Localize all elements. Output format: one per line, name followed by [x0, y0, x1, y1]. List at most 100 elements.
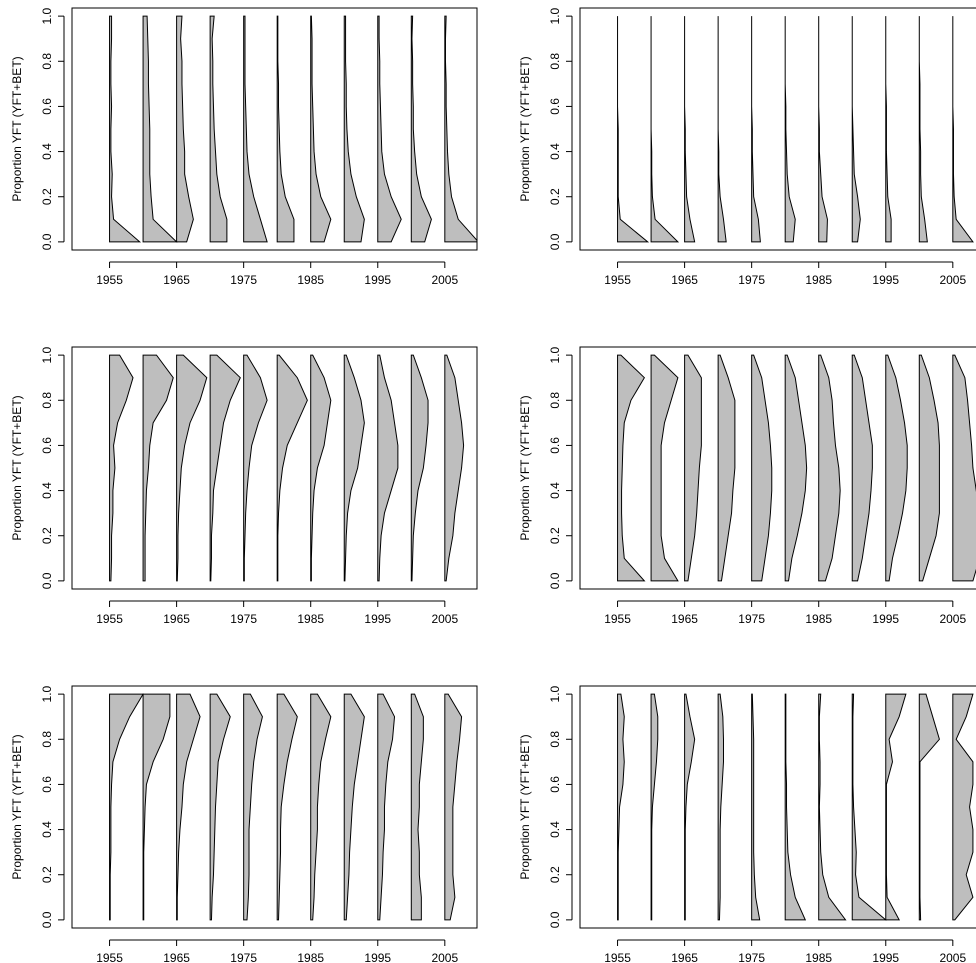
- y-tick-label: 0.8: [40, 392, 54, 409]
- plot-frame: [71, 685, 478, 929]
- y-tick-label: 0.2: [548, 527, 562, 544]
- y-tick-label: 1.0: [548, 346, 562, 363]
- density-shape: [784, 354, 808, 582]
- density-shape: [650, 16, 680, 243]
- x-tick-label: 1985: [297, 273, 324, 287]
- density-shape: [851, 16, 861, 243]
- x-tick-label: 1975: [738, 273, 765, 287]
- x-tick-label: 1965: [163, 951, 190, 963]
- density-shape: [410, 354, 429, 582]
- density-shape: [176, 354, 208, 582]
- density-shape: [818, 693, 847, 921]
- density-shape: [617, 16, 650, 243]
- x-tick-label: 2005: [939, 273, 966, 287]
- x-tick-label: 1985: [297, 951, 324, 963]
- x-tick-label: 1985: [805, 612, 832, 626]
- y-tick-label: 0.0: [548, 911, 562, 928]
- density-shape: [751, 16, 761, 243]
- x-tick-label: 1995: [872, 951, 899, 963]
- density-shape: [851, 354, 873, 582]
- y-tick-label: 0.0: [40, 911, 54, 928]
- plot-area: [617, 16, 974, 243]
- density-shape: [784, 693, 807, 921]
- x-tick-label: 2005: [431, 612, 458, 626]
- y-tick-label: 0.0: [40, 233, 54, 250]
- panel: 0.0 0.2 0.4 0.6 0.8 1.0 Proportion YFT (YFT+BE…: [10, 7, 478, 287]
- density-shape: [885, 354, 908, 582]
- density-shape: [310, 693, 332, 921]
- density-shape: [444, 15, 477, 243]
- density-shape: [444, 693, 463, 921]
- y-tick-label: 0.4: [548, 821, 562, 838]
- plot-area: [109, 354, 465, 582]
- density-shape: [717, 354, 736, 582]
- density-shape: [918, 16, 928, 243]
- density-shape: [952, 693, 974, 921]
- density-shape: [243, 15, 268, 243]
- plot-area: [109, 15, 477, 243]
- density-shape: [918, 354, 940, 582]
- x-tick-label: 1975: [738, 612, 765, 626]
- density-shape: [784, 16, 796, 243]
- density-shape: [310, 354, 332, 582]
- y-axis-label: Proportion YFT (YFT+BET): [518, 734, 532, 879]
- y-tick-label: 0.4: [40, 143, 54, 160]
- y-tick-label: 0.2: [548, 188, 562, 205]
- density-shape: [818, 16, 828, 243]
- density-shape: [243, 693, 263, 921]
- y-tick-label: 1.0: [548, 7, 562, 24]
- y-tick-label: 0.4: [548, 482, 562, 499]
- y-tick-label: 0.8: [40, 731, 54, 748]
- plot-area: [617, 693, 974, 921]
- plot-area: [617, 354, 976, 582]
- y-tick-label: 1.0: [548, 685, 562, 702]
- y-tick-label: 0.8: [548, 731, 562, 748]
- density-shape: [717, 693, 724, 921]
- y-tick-label: 0.8: [40, 53, 54, 70]
- x-tick-label: 1955: [604, 273, 631, 287]
- plot-frame: [579, 346, 976, 590]
- density-shape: [918, 693, 940, 921]
- x-tick-label: 1975: [230, 951, 257, 963]
- x-tick-label: 1975: [738, 951, 765, 963]
- density-shape: [818, 354, 841, 582]
- y-tick-label: 0.6: [40, 776, 54, 793]
- x-tick-label: 1995: [364, 612, 391, 626]
- x-tick-label: 1955: [96, 612, 123, 626]
- x-tick-label: 1955: [604, 951, 631, 963]
- panel: 0.0 0.2 0.4 0.6 0.8 1.0 Proportion YFT (YFT+BE…: [518, 346, 976, 626]
- density-shape: [343, 15, 365, 243]
- y-tick-label: 0.2: [40, 527, 54, 544]
- plot-frame: [579, 7, 976, 251]
- density-shape: [851, 693, 888, 921]
- density-shape: [684, 354, 702, 582]
- density-shape: [109, 693, 144, 921]
- x-tick-label: 2005: [431, 273, 458, 287]
- density-shape: [617, 354, 646, 582]
- y-tick-label: 0.2: [40, 866, 54, 883]
- density-shape: [952, 354, 976, 582]
- y-axis-label: Proportion YFT (YFT+BET): [10, 395, 24, 540]
- density-shape: [209, 693, 231, 921]
- x-tick-label: 1965: [671, 273, 698, 287]
- density-shape: [684, 16, 696, 243]
- y-tick-label: 0.0: [548, 233, 562, 250]
- x-tick-label: 1965: [163, 273, 190, 287]
- density-shape: [142, 354, 174, 582]
- y-tick-label: 0.6: [548, 98, 562, 115]
- density-shape: [209, 15, 228, 243]
- density-shape: [751, 693, 761, 921]
- density-shape: [410, 15, 432, 243]
- panel: 0.0 0.2 0.4 0.6 0.8 1.0 Proportion YFT (YFT+BE…: [518, 7, 976, 287]
- density-shape: [885, 693, 907, 921]
- y-axis-label: Proportion YFT (YFT+BET): [10, 56, 24, 201]
- plot-frame: [71, 346, 478, 590]
- x-tick-label: 1975: [230, 273, 257, 287]
- x-tick-label: 2005: [939, 951, 966, 963]
- plot-frame: [579, 685, 976, 929]
- density-shape: [377, 15, 402, 243]
- density-shape: [617, 693, 625, 921]
- density-shape: [377, 354, 399, 582]
- y-tick-label: 0.6: [40, 98, 54, 115]
- y-axis-label: Proportion YFT (YFT+BET): [518, 395, 532, 540]
